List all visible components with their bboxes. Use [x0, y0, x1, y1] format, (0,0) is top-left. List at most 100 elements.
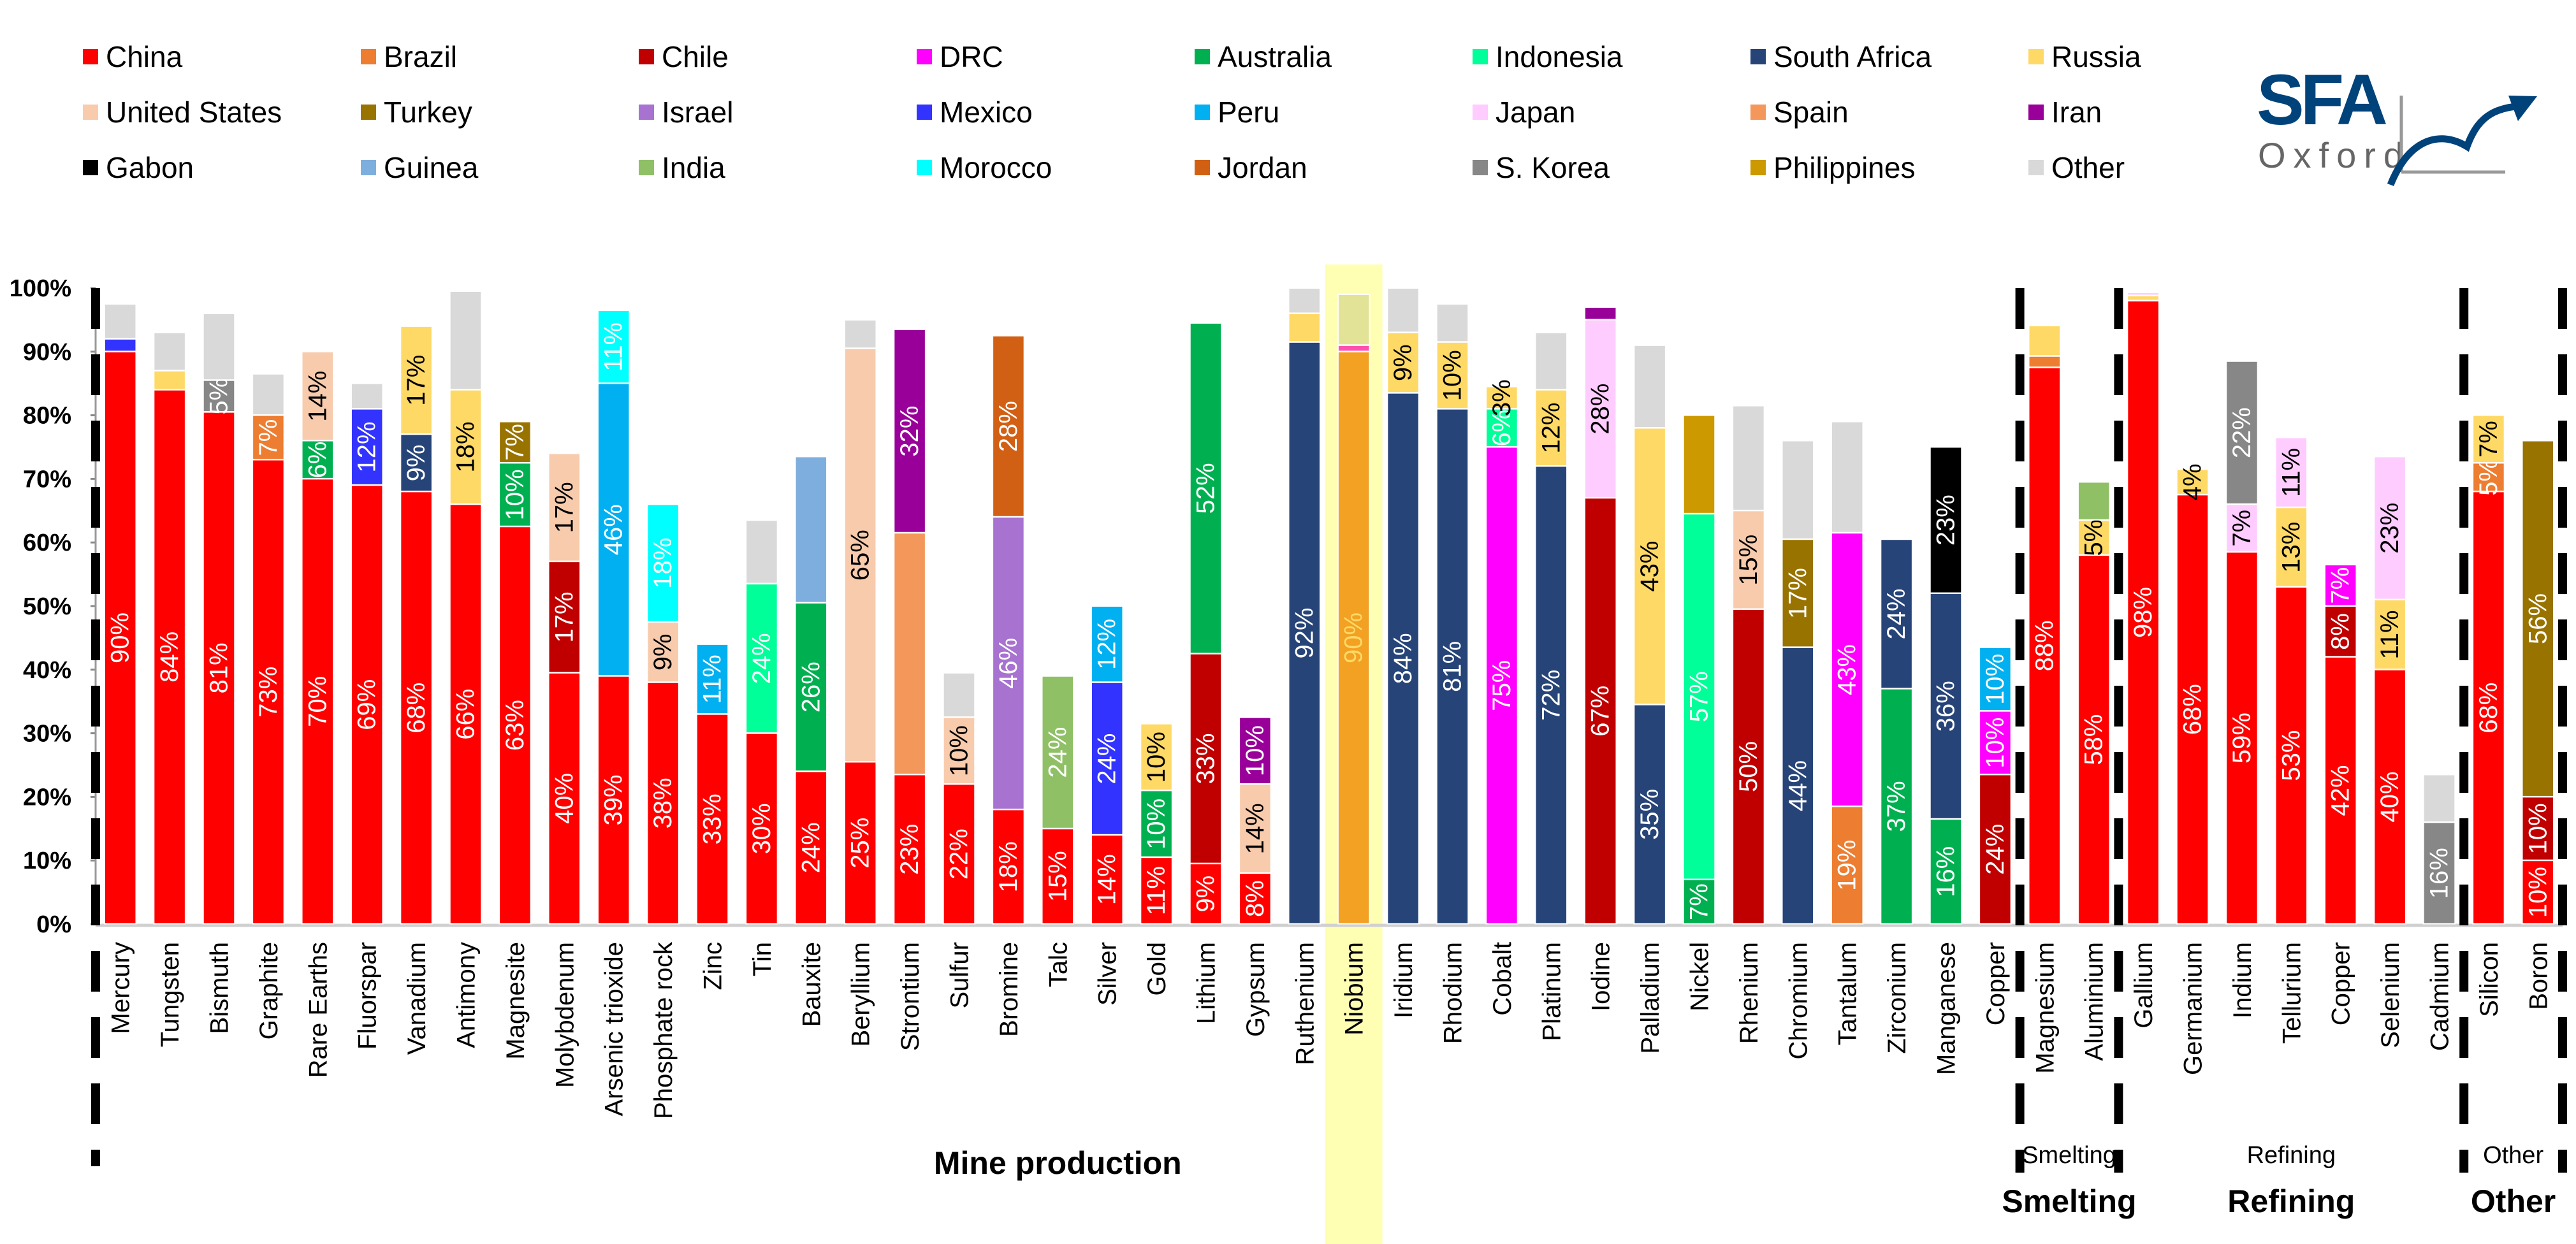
bar-stack: 24% 10% 10% [1979, 646, 2012, 925]
x-tick-label: Rhodium [1439, 942, 1467, 1044]
bar-segment [2028, 324, 2062, 357]
x-tick-label: Cobalt [1488, 942, 1517, 1016]
bar-segment [2274, 507, 2308, 588]
legend-item: Japan [1473, 95, 1575, 129]
x-tick-label: Cadmium [2426, 942, 2454, 1051]
legend-item: Gabon [83, 150, 194, 185]
bar-segment [1633, 344, 1666, 429]
x-tick-label: Niobium [1341, 942, 1369, 1036]
data-label: 28% [994, 401, 1022, 452]
bar-segment [2077, 554, 2111, 925]
legend-swatch [1195, 160, 1210, 175]
x-tick-label: Gold [1143, 942, 1171, 996]
bar-stack: 9% 33% 52% [1189, 322, 1223, 925]
legend-item: Guinea [361, 150, 478, 185]
x-tick-label: Tellurium [2278, 942, 2306, 1044]
bar-stack: 58% 5% [2077, 481, 2111, 925]
data-label: 7% [501, 424, 529, 461]
data-label: 24% [797, 822, 825, 873]
legend-swatch [1473, 105, 1488, 120]
x-tick-label: Indium [2229, 942, 2257, 1018]
data-label: 38% [649, 778, 677, 828]
bar-segment [252, 373, 285, 416]
group-label: Refining [2227, 1183, 2355, 1219]
x-tick-label: Germanium [2179, 942, 2208, 1075]
data-label: 9% [1389, 344, 1417, 381]
sfa-oxford-logo: SFA Oxford [2257, 60, 2537, 188]
legend-item: United States [83, 95, 282, 129]
data-label: 13% [2277, 522, 2305, 573]
bar-segment [1534, 389, 1568, 466]
x-tick-label: Palladium [1636, 942, 1664, 1054]
logo-chart-arrow-icon [2387, 96, 2537, 187]
data-label: 57% [1685, 671, 1714, 722]
bar-stack: 23% 32% [893, 328, 926, 925]
data-label: 10% [2524, 867, 2552, 918]
data-label: 66% [452, 689, 480, 740]
legend-label: South Africa [1773, 40, 1932, 73]
legend-label: Turkey [384, 96, 472, 129]
x-tick-label: Nickel [1686, 942, 1714, 1011]
bar-stack: 50% 15% [1732, 405, 1765, 925]
y-tick-label: 20% [23, 784, 71, 811]
data-label: 7% [1685, 883, 1714, 920]
y-tick-label: 90% [23, 339, 71, 366]
data-label: 46% [600, 504, 628, 555]
data-label: 33% [699, 793, 727, 844]
x-tick-label: Fluorspar [354, 942, 382, 1050]
data-label: 10% [1439, 350, 1467, 401]
legend-swatch [1750, 49, 1766, 64]
y-tick-label: 40% [23, 657, 71, 684]
x-tick-label: Platinum [1538, 942, 1566, 1041]
bar-segment [301, 351, 335, 442]
data-label: 81% [1439, 641, 1467, 692]
bar-segment [350, 382, 384, 410]
bar-segment [2324, 605, 2357, 658]
data-label: 11% [2277, 448, 2305, 497]
bar-segment [1386, 287, 1420, 333]
bar-segment [1880, 539, 1913, 690]
data-label: 58% [2080, 714, 2108, 765]
legend-item: China [83, 40, 182, 74]
bar-stack: 92% [1288, 287, 1321, 925]
bar-segment [2373, 456, 2406, 600]
bar-stack: 37% 24% [1880, 539, 1913, 925]
x-tick-label: Bismuth [206, 942, 234, 1034]
bar-segment [498, 526, 532, 925]
data-label: 11% [699, 655, 727, 704]
bar-segment [2225, 551, 2259, 925]
bar-segment [1239, 783, 1272, 874]
data-label: 6% [1488, 410, 1516, 447]
bar-segment [893, 774, 926, 925]
legend-swatch [1195, 49, 1210, 64]
legend-label: Jordan [1218, 151, 1307, 184]
data-label: 10% [1142, 799, 1170, 850]
bar-stack: 14% 24% 12% [1090, 605, 1124, 925]
x-tick-label: Boron [2524, 942, 2552, 1010]
bar-segment [1239, 716, 1272, 785]
data-label: 4% [2179, 463, 2207, 500]
bar-segment [1732, 608, 1765, 925]
x-tick-label: Tungsten [156, 942, 184, 1047]
data-label: 43% [1833, 644, 1861, 695]
bar-segment [992, 809, 1025, 925]
data-label: 24% [748, 633, 776, 684]
data-label: 11% [2376, 610, 2404, 659]
data-label: 18% [649, 538, 677, 589]
data-label: 17% [1784, 568, 1812, 619]
data-label: 22% [2228, 407, 2256, 458]
legend-swatch [917, 105, 932, 120]
x-tick-label: Selenium [2376, 942, 2405, 1048]
bar-stack: 40% 17% 17% [548, 452, 581, 925]
bar-segment [1090, 605, 1124, 683]
legend-item: Australia [1195, 40, 1332, 74]
x-tick-label: Magnesite [502, 942, 530, 1060]
bar-stack: 88% [2028, 324, 2062, 925]
legend-item: India [639, 150, 725, 185]
bar-segment [498, 421, 532, 463]
data-label: 37% [1882, 781, 1910, 832]
y-tick-label: 0% [36, 911, 71, 938]
x-tick-label: Strontium [896, 942, 924, 1051]
bar-stack: 59% 7% 22% [2225, 360, 2259, 925]
data-label: 36% [1932, 681, 1960, 732]
